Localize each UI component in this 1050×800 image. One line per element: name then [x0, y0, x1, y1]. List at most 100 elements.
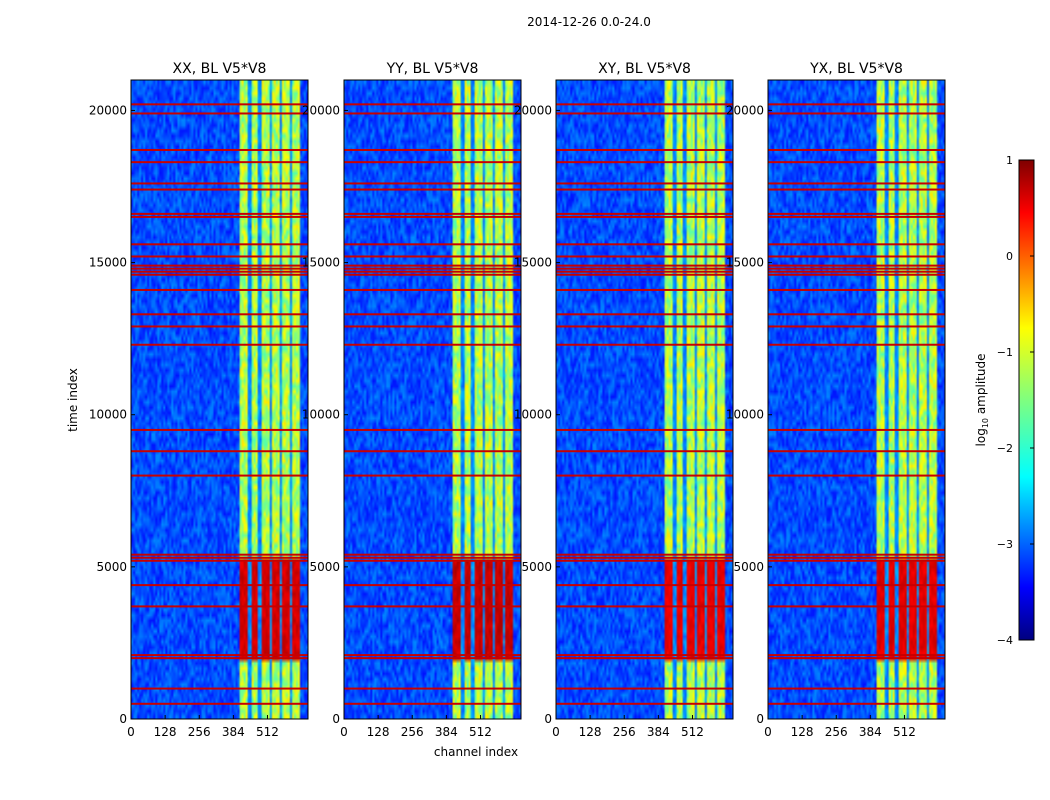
rfi-row: [768, 264, 945, 267]
rfi-row: [344, 556, 521, 559]
rfi-row: [131, 343, 308, 346]
panel-2: XY, BL V5*V8 0 128 256 384 512 0 5000 10000 15000…: [514, 61, 734, 739]
rfi-row: [556, 161, 733, 164]
rfi-row: [131, 702, 308, 705]
y-tick-label: 5000: [521, 560, 552, 574]
rfi-row: [131, 553, 308, 556]
y-axis-label: time index: [66, 368, 80, 432]
rfi-row: [768, 654, 945, 657]
heatmap-image: [768, 80, 945, 719]
rfi-rows: [556, 103, 733, 705]
rfi-row: [768, 584, 945, 587]
rfi-row: [131, 215, 308, 218]
panel-title: XY, BL V5*V8: [598, 61, 691, 77]
rfi-row: [768, 605, 945, 608]
x-tick-label: 256: [825, 725, 848, 739]
rfi-row: [344, 584, 521, 587]
rfi-row: [768, 182, 945, 185]
y-tick-label: 15000: [302, 256, 340, 270]
rfi-row: [131, 267, 308, 270]
rfi-row: [344, 559, 521, 562]
rfi-row: [556, 288, 733, 291]
y-tick-label: 15000: [514, 256, 552, 270]
heatmap-image: [344, 80, 521, 719]
rfi-row: [344, 255, 521, 258]
rfi-rows: [344, 103, 521, 705]
rfi-row: [344, 313, 521, 316]
rfi-row: [344, 188, 521, 191]
rfi-row: [131, 654, 308, 657]
rfi-row: [556, 188, 733, 191]
x-tick-label: 512: [893, 725, 916, 739]
rfi-row: [556, 264, 733, 267]
rfi-row: [131, 188, 308, 191]
colorbar-label-rest: amplitude: [974, 354, 988, 418]
rfi-row: [131, 182, 308, 185]
rfi-row: [344, 687, 521, 690]
rfi-row: [556, 112, 733, 115]
rfi-row: [556, 267, 733, 270]
panel-frame: [767, 79, 946, 720]
x-tick-label: 0: [764, 725, 772, 739]
x-tick-label: 128: [791, 725, 814, 739]
rfi-row: [556, 654, 733, 657]
panels: XX, BL V5*V8 0 128 256 384 512 0 5000 10000 15000…: [89, 61, 946, 739]
rfi-row: [768, 188, 945, 191]
colorbar-tick-label: 1: [1006, 154, 1013, 167]
rfi-row: [556, 553, 733, 556]
y-tick-label: 10000: [302, 408, 340, 422]
y-tick-label: 10000: [726, 408, 764, 422]
panel-title: YY, BL V5*V8: [386, 61, 479, 77]
rfi-row: [556, 255, 733, 258]
x-tick-label: 128: [154, 725, 177, 739]
x-tick-label: 128: [579, 725, 602, 739]
colorbar-tick-label: −1: [997, 346, 1013, 359]
rfi-row: [131, 103, 308, 106]
rfi-row: [131, 212, 308, 215]
rfi-row: [131, 450, 308, 453]
rfi-row: [768, 702, 945, 705]
rfi-row: [131, 556, 308, 559]
rfi-row: [556, 325, 733, 328]
rfi-rows: [768, 103, 945, 705]
x-tick-label: 256: [401, 725, 424, 739]
panel-0: XX, BL V5*V8 0 128 256 384 512 0 5000 10000 15000…: [89, 61, 309, 739]
rfi-row: [344, 243, 521, 246]
rfi-row: [768, 270, 945, 273]
rfi-row: [131, 657, 308, 660]
x-tick-label: 384: [435, 725, 458, 739]
rfi-row: [556, 182, 733, 185]
x-tick-label: 0: [552, 725, 560, 739]
rfi-row: [768, 112, 945, 115]
rfi-row: [344, 288, 521, 291]
rfi-row: [131, 264, 308, 267]
rfi-row: [768, 343, 945, 346]
x-tick-label: 0: [127, 725, 135, 739]
rfi-row: [556, 605, 733, 608]
rfi-row: [768, 553, 945, 556]
colorbar-tick-label: −4: [997, 634, 1013, 647]
rfi-row: [556, 343, 733, 346]
rfi-row: [344, 702, 521, 705]
x-axis-label: channel index: [434, 745, 518, 759]
rfi-row: [344, 215, 521, 218]
rfi-row: [344, 264, 521, 267]
rfi-row: [344, 325, 521, 328]
rfi-row: [131, 112, 308, 115]
rfi-row: [556, 702, 733, 705]
rfi-row: [556, 450, 733, 453]
panel-1: YY, BL V5*V8 0 128 256 384 512 0 5000 10000 15000…: [302, 61, 522, 739]
rfi-row: [131, 474, 308, 477]
panel-title: XX, BL V5*V8: [173, 61, 267, 77]
y-tick-label: 5000: [309, 560, 340, 574]
rfi-row: [131, 243, 308, 246]
rfi-row: [768, 288, 945, 291]
colorbar-label-main: log: [974, 428, 988, 446]
rfi-row: [131, 687, 308, 690]
y-tick-label: 5000: [96, 560, 127, 574]
rfi-row: [344, 182, 521, 185]
rfi-row: [344, 103, 521, 106]
colorbar-label: log10 amplitude: [974, 354, 990, 447]
rfi-row: [768, 559, 945, 562]
y-tick-label: 0: [119, 712, 127, 726]
